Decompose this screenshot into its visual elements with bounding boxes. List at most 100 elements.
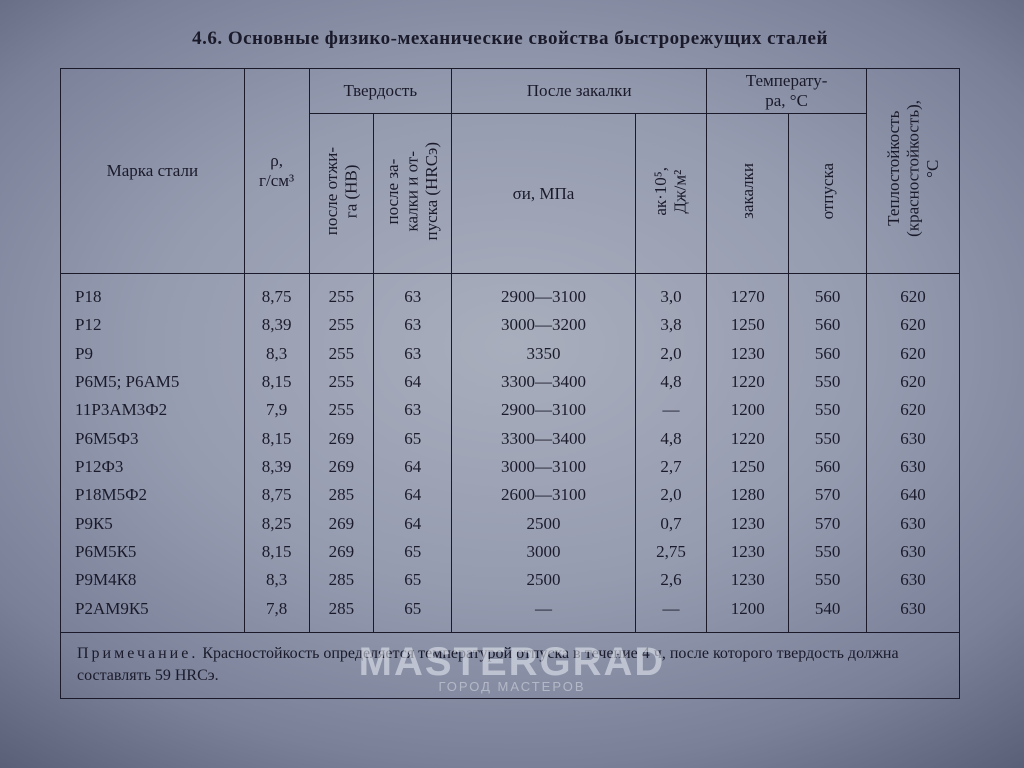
cell-rho: 7,9: [244, 396, 309, 424]
cell-grade: Р9М4К8: [61, 566, 245, 594]
table-row: Р128,39255633000—32003,81250560620: [61, 311, 960, 339]
cell-sigma: 2900—3100: [452, 396, 636, 424]
cell-hb: 255: [309, 340, 374, 368]
cell-ak: 4,8: [635, 368, 706, 396]
cell-tz: 1250: [707, 311, 789, 339]
col-quench-temp: закалки: [707, 114, 789, 274]
cell-ak: —: [635, 396, 706, 424]
col-after-anneal: после отжи- га (HB): [309, 114, 374, 274]
cell-to: 570: [789, 510, 867, 538]
cell-sigma: 3300—3400: [452, 425, 636, 453]
cell-tz: 1250: [707, 453, 789, 481]
cell-hr: 620: [867, 311, 960, 339]
cell-hr: 620: [867, 274, 960, 312]
table-row: Р9М4К88,32856525002,61230550630: [61, 566, 960, 594]
note-text: Красностойкость определяется температуро…: [77, 645, 899, 684]
cell-ak: 2,7: [635, 453, 706, 481]
table-row: 11Р3АМ3Ф27,9255632900—3100—1200550620: [61, 396, 960, 424]
col-density: ρ, г/см³: [244, 69, 309, 274]
col-sigma: σи, МПа: [452, 114, 636, 274]
table-footnote: Примечание. Красностойкость определяется…: [60, 633, 960, 699]
cell-hr: 630: [867, 566, 960, 594]
cell-hr: 630: [867, 538, 960, 566]
col-ak: aк·10⁵, Дж/м²: [635, 114, 706, 274]
cell-hb: 255: [309, 368, 374, 396]
cell-tz: 1230: [707, 510, 789, 538]
cell-hb: 255: [309, 311, 374, 339]
cell-tz: 1230: [707, 340, 789, 368]
cell-hrc: 65: [374, 538, 452, 566]
cell-sigma: 3350: [452, 340, 636, 368]
col-temper-temp: отпуска: [789, 114, 867, 274]
cell-to: 560: [789, 311, 867, 339]
table-row: Р188,75255632900—31003,01270560620: [61, 274, 960, 312]
cell-hb: 255: [309, 396, 374, 424]
cell-hb: 269: [309, 425, 374, 453]
table-row: Р9К58,252696425000,71230570630: [61, 510, 960, 538]
cell-sigma: —: [452, 595, 636, 633]
cell-sigma: 3000—3100: [452, 453, 636, 481]
cell-to: 550: [789, 566, 867, 594]
cell-rho: 8,15: [244, 538, 309, 566]
cell-grade: Р18: [61, 274, 245, 312]
cell-hr: 630: [867, 425, 960, 453]
cell-to: 560: [789, 453, 867, 481]
cell-hr: 640: [867, 481, 960, 509]
cell-to: 560: [789, 340, 867, 368]
table-head: Марка стали ρ, г/см³ Твердость После зак…: [61, 69, 960, 274]
table-row: Р6М5Ф38,15269653300—34004,81220550630: [61, 425, 960, 453]
table-row: Р6М5; Р6АМ58,15255643300—34004,812205506…: [61, 368, 960, 396]
col-grade: Марка стали: [61, 69, 245, 274]
cell-rho: 8,39: [244, 453, 309, 481]
cell-rho: 8,15: [244, 425, 309, 453]
cell-ak: 0,7: [635, 510, 706, 538]
col-after-quench-group: После закалки: [452, 69, 707, 114]
cell-grade: Р9: [61, 340, 245, 368]
cell-hr: 630: [867, 595, 960, 633]
scanned-page: 4.6. Основные физико-механические свойст…: [60, 20, 960, 699]
cell-hb: 269: [309, 538, 374, 566]
cell-hb: 269: [309, 453, 374, 481]
table-row: Р2АМ9К57,828565——1200540630: [61, 595, 960, 633]
cell-hr: 630: [867, 510, 960, 538]
cell-sigma: 2500: [452, 566, 636, 594]
properties-table: Марка стали ρ, г/см³ Твердость После зак…: [60, 68, 960, 633]
table-row: Р18М5Ф28,75285642600—31002,01280570640: [61, 481, 960, 509]
cell-rho: 8,75: [244, 274, 309, 312]
cell-hrc: 65: [374, 566, 452, 594]
col-heat-resistance: Теплостойкость (красностойкость), °C: [867, 69, 960, 274]
cell-hb: 269: [309, 510, 374, 538]
cell-hrc: 63: [374, 340, 452, 368]
cell-tz: 1220: [707, 368, 789, 396]
cell-rho: 8,25: [244, 510, 309, 538]
cell-grade: Р12: [61, 311, 245, 339]
cell-hrc: 63: [374, 274, 452, 312]
table-row: Р98,32556333502,01230560620: [61, 340, 960, 368]
cell-hrc: 65: [374, 425, 452, 453]
cell-hr: 630: [867, 453, 960, 481]
cell-tz: 1280: [707, 481, 789, 509]
cell-ak: 2,6: [635, 566, 706, 594]
cell-grade: Р12Ф3: [61, 453, 245, 481]
cell-sigma: 2900—3100: [452, 274, 636, 312]
cell-rho: 8,15: [244, 368, 309, 396]
cell-to: 550: [789, 425, 867, 453]
cell-to: 540: [789, 595, 867, 633]
cell-grade: Р6М5К5: [61, 538, 245, 566]
cell-ak: 3,8: [635, 311, 706, 339]
col-after-quench-temper: после за- калки и от- пуска (HRCэ): [374, 114, 452, 274]
cell-hrc: 64: [374, 481, 452, 509]
cell-to: 570: [789, 481, 867, 509]
cell-rho: 7,8: [244, 595, 309, 633]
cell-sigma: 3000: [452, 538, 636, 566]
cell-grade: Р6М5; Р6АМ5: [61, 368, 245, 396]
cell-sigma: 2500: [452, 510, 636, 538]
cell-to: 560: [789, 274, 867, 312]
cell-sigma: 3300—3400: [452, 368, 636, 396]
cell-hrc: 64: [374, 510, 452, 538]
cell-grade: Р6М5Ф3: [61, 425, 245, 453]
col-hardness-group: Твердость: [309, 69, 452, 114]
col-temperature-group: Температу- ра, °C: [707, 69, 867, 114]
cell-hrc: 64: [374, 368, 452, 396]
cell-ak: 4,8: [635, 425, 706, 453]
